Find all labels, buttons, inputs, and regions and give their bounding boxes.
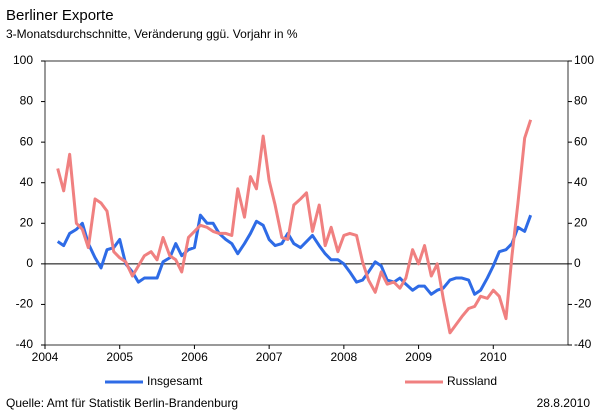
legend-label: Russland <box>447 374 497 388</box>
source: Quelle: Amt für Statistik Berlin-Branden… <box>6 396 238 410</box>
series-line <box>56 119 533 335</box>
y2-tick-label: -20 <box>574 297 592 311</box>
x-tick-label: 2005 <box>106 350 133 364</box>
chart-subtitle: 3-Monatsdurchschnitte, Veränderung ggü. … <box>6 27 298 41</box>
series-line <box>56 213 533 296</box>
x-tick-label: 2009 <box>405 350 432 364</box>
x-tick-label: 2007 <box>256 350 283 364</box>
y-tick-label: 80 <box>20 94 34 108</box>
x-tick-label: 2010 <box>480 350 507 364</box>
y2-tick-label: 100 <box>574 53 594 67</box>
y-tick-label: 60 <box>20 134 34 148</box>
y2-tick-label: 60 <box>574 134 588 148</box>
date: 28.8.2010 <box>537 396 591 410</box>
chart-title: Berliner Exporte <box>6 7 114 24</box>
y-tick-label: 40 <box>20 175 34 189</box>
x-tick-label: 2006 <box>181 350 208 364</box>
legend-label: Insgesamt <box>147 374 203 388</box>
y-tick-label: 100 <box>13 53 33 67</box>
plot-frame <box>44 60 569 346</box>
x-tick-label: 2008 <box>331 350 358 364</box>
y2-tick-label: 80 <box>574 94 588 108</box>
y-tick-label: 0 <box>26 256 33 270</box>
y2-tick-label: -40 <box>574 337 592 351</box>
x-tick-label: 2004 <box>32 350 59 364</box>
y2-tick-label: 0 <box>574 256 581 270</box>
y-tick-label: 20 <box>20 215 34 229</box>
y2-tick-label: 20 <box>574 215 588 229</box>
y-tick-label: -20 <box>16 297 34 311</box>
y2-tick-label: 40 <box>574 175 588 189</box>
y-tick-label: -40 <box>16 337 34 351</box>
